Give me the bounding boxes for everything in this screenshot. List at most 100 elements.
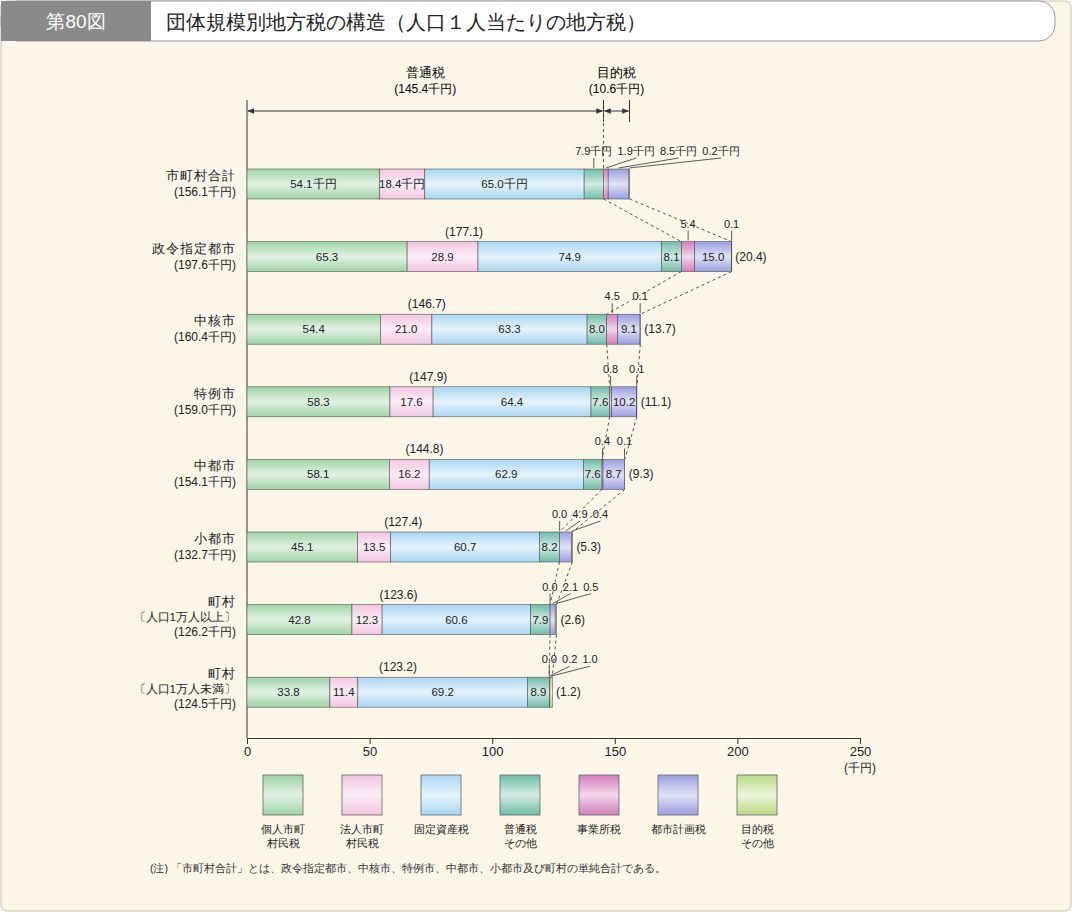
- bar-segment: [607, 314, 618, 344]
- data-label: 42.8: [288, 614, 310, 626]
- bar-segment: [425, 169, 584, 199]
- bar-segment: [390, 387, 433, 417]
- leader-line: [610, 376, 611, 386]
- connector: [603, 111, 604, 169]
- purpose-total-label: (1.2): [556, 685, 581, 699]
- x-tick: 150: [604, 738, 626, 759]
- leader-line: [556, 594, 591, 604]
- bar-segment: [247, 169, 380, 199]
- bar-segment: [560, 532, 572, 562]
- purpose-total-label: (9.3): [629, 467, 654, 481]
- data-label: 8.7: [606, 468, 622, 480]
- x-tick-label: 200: [727, 744, 749, 759]
- bar-segment: [571, 532, 573, 562]
- data-label: 63.3: [498, 323, 520, 335]
- data-label: 64.4: [501, 396, 524, 408]
- ordinary-total-label: (146.7): [408, 297, 446, 311]
- data-label: 0.2: [562, 653, 577, 665]
- x-axis-line: [248, 738, 861, 739]
- x-tick: 50: [363, 738, 377, 759]
- bar-segment: [640, 314, 641, 344]
- bar-segment: [695, 242, 732, 272]
- purpose-total-label: (20.4): [735, 250, 766, 264]
- bar-segment: [247, 677, 330, 707]
- legend-swatch: [737, 775, 777, 815]
- bar-segment: [247, 532, 358, 562]
- category-label: 市町村合計: [166, 168, 236, 183]
- bar-segment: [391, 532, 540, 562]
- bar-segment: [731, 242, 732, 272]
- x-tick-label: 50: [363, 744, 377, 759]
- bar-segment: [584, 169, 603, 199]
- bar-segment: [555, 605, 556, 635]
- data-label: 0.2千円: [702, 145, 739, 157]
- bar-segment: [587, 314, 607, 344]
- purpose-total-label: (13.7): [644, 322, 675, 336]
- legend-swatch: [342, 775, 382, 815]
- data-label: 17.6: [400, 396, 422, 408]
- leader-line: [572, 521, 600, 531]
- data-label: 8.9: [530, 686, 546, 698]
- legend-label: 事業所税: [577, 823, 621, 835]
- bar-segment: [608, 169, 629, 199]
- x-tick-label: 100: [482, 744, 504, 759]
- data-label: 5.4: [680, 218, 695, 230]
- labels: 54.1千円18.4千円65.0千円7.9千円1.9千円8.5千円0.2千円市町…: [134, 145, 767, 711]
- legend-label: 法人市町村民税: [340, 823, 384, 849]
- bracket-end: [629, 100, 630, 122]
- data-label: 58.1: [307, 468, 329, 480]
- category-total-label: (124.5千円): [174, 697, 236, 711]
- data-label: 0.0: [552, 508, 567, 520]
- category-total-label: (132.7千円): [174, 548, 236, 562]
- leader-line: [636, 376, 637, 386]
- leader-line: [612, 303, 613, 313]
- purpose-total-label: (11.1): [641, 395, 671, 409]
- connector: [630, 199, 732, 242]
- ordinary-total-label: (123.6): [380, 588, 418, 602]
- data-label: 7.9千円: [575, 145, 612, 157]
- category-label: 中都市: [194, 458, 236, 473]
- bar-segment: [380, 314, 431, 344]
- bar-segment: [407, 242, 478, 272]
- bar-segment: [540, 532, 560, 562]
- ordinary-total-label: (145.4千円): [394, 82, 456, 96]
- leader-line: [551, 666, 590, 676]
- category-label: 町村〔人口1万人以上〕: [134, 594, 236, 623]
- bar-segment: [433, 387, 591, 417]
- bar-segment: [380, 169, 425, 199]
- bar-segment: [681, 242, 694, 272]
- bar-segment: [247, 387, 390, 417]
- leader-line: [640, 303, 641, 313]
- data-label: 7.6: [585, 468, 601, 480]
- data-label: 0.5: [583, 581, 598, 593]
- category-total-label: (126.2千円): [174, 625, 236, 639]
- x-tick: 200: [727, 738, 749, 759]
- x-tick-mark: [615, 738, 616, 744]
- data-label: 21.0: [395, 323, 417, 335]
- bar-segment: [591, 387, 610, 417]
- leader-line: [688, 231, 689, 241]
- bar-segment: [358, 532, 391, 562]
- bar-segment: [352, 605, 382, 635]
- leader-line: [619, 158, 679, 168]
- data-label: 45.1: [291, 541, 313, 553]
- bar-segment: [618, 314, 640, 344]
- x-tick: 0: [244, 738, 251, 759]
- purpose-total-label: (5.3): [576, 540, 601, 554]
- bar-segment: [636, 387, 637, 417]
- title-bar: [1, 1, 1055, 41]
- category-total-label: (160.4千円): [174, 330, 236, 344]
- data-label: 10.2: [613, 396, 635, 408]
- data-label: 0.1: [724, 218, 739, 230]
- leader-line: [549, 666, 550, 676]
- bar-segment: [247, 459, 389, 489]
- bar-segment: [629, 169, 630, 199]
- legend: 個人市町村民税法人市町村民税固定資産税普通税その他事業所税都市計画税目的税その他: [261, 775, 777, 849]
- leader-line: [566, 521, 580, 531]
- leader-line: [550, 594, 551, 604]
- figure-number: 第80図: [46, 11, 105, 32]
- category-total-label: (197.6千円): [174, 258, 236, 272]
- bar-segment: [429, 459, 583, 489]
- data-label: 54.4: [302, 323, 325, 335]
- bar-segment: [550, 677, 552, 707]
